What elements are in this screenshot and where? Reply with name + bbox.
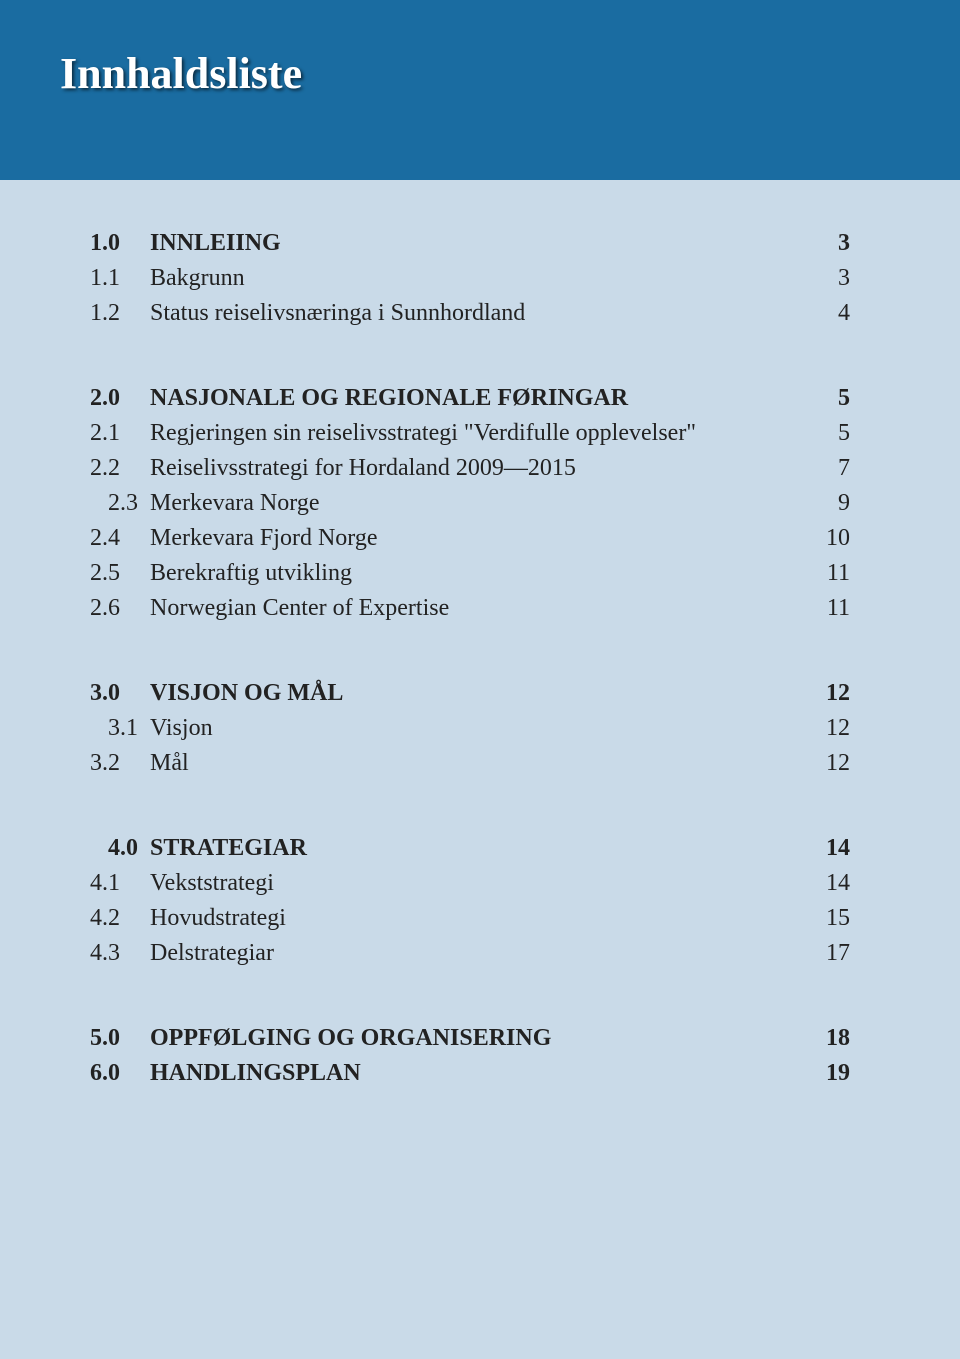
toc-label: VISJON OG MÅL <box>150 680 810 707</box>
toc-num: 4.3 <box>90 940 150 967</box>
toc-page: 11 <box>810 560 850 587</box>
toc-label: NASJONALE OG REGIONALE FØRINGAR <box>150 385 810 412</box>
page-title: Innhaldsliste <box>60 48 960 99</box>
toc-num: 3.2 <box>90 750 150 777</box>
toc-page: 12 <box>810 750 850 777</box>
toc-row: 2.5 Berekraftig utvikling 11 <box>90 560 850 587</box>
toc-row: 4.0 STRATEGIAR 14 <box>90 835 850 862</box>
toc-num: 3.0 <box>90 680 150 707</box>
toc-label: Mål <box>150 750 810 777</box>
toc-page: 14 <box>810 870 850 897</box>
toc-page: 5 <box>810 420 850 447</box>
toc-page: 12 <box>810 715 850 742</box>
toc-label: Status reiselivsnæringa i Sunnhordland <box>150 300 810 327</box>
toc-section-5: 5.0 OPPFØLGING OG ORGANISERING 18 6.0 HA… <box>90 1025 850 1087</box>
toc-row: 4.1 Vekststrategi 14 <box>90 870 850 897</box>
toc-num: 4.1 <box>90 870 150 897</box>
toc-row: 2.2 Reiselivsstrategi for Hordaland 2009… <box>90 455 850 482</box>
toc-num: 6.0 <box>90 1060 150 1087</box>
toc-page: 3 <box>810 230 850 257</box>
toc-num: 4.2 <box>90 905 150 932</box>
toc-num: 2.5 <box>90 560 150 587</box>
toc-label: OPPFØLGING OG ORGANISERING <box>150 1025 810 1052</box>
toc-label: Norwegian Center of Expertise <box>150 595 810 622</box>
toc-num: 2.0 <box>90 385 150 412</box>
toc-row: 2.1 Regjeringen sin reiselivsstrategi "V… <box>90 420 850 447</box>
toc-num: 1.2 <box>90 300 150 327</box>
toc-label: STRATEGIAR <box>150 835 810 862</box>
toc-row: 5.0 OPPFØLGING OG ORGANISERING 18 <box>90 1025 850 1052</box>
toc-label: Berekraftig utvikling <box>150 560 810 587</box>
toc-page: 18 <box>810 1025 850 1052</box>
toc-row: 4.3 Delstrategiar 17 <box>90 940 850 967</box>
toc-row: 3.1 Visjon 12 <box>90 715 850 742</box>
toc-num: 4.0 <box>90 835 150 862</box>
toc-num: 2.6 <box>90 595 150 622</box>
toc-section-1: 1.0 INNLEIING 3 1.1 Bakgrunn 3 1.2 Statu… <box>90 230 850 327</box>
toc-row: 1.2 Status reiselivsnæringa i Sunnhordla… <box>90 300 850 327</box>
toc-num: 5.0 <box>90 1025 150 1052</box>
toc-section-2: 2.0 NASJONALE OG REGIONALE FØRINGAR 5 2.… <box>90 385 850 622</box>
toc-label: HANDLINGSPLAN <box>150 1060 810 1087</box>
toc-section-3: 3.0 VISJON OG MÅL 12 3.1 Visjon 12 3.2 M… <box>90 680 850 777</box>
toc-label: Merkevara Fjord Norge <box>150 525 810 552</box>
toc-page: 15 <box>810 905 850 932</box>
toc-page: 3 <box>810 265 850 292</box>
toc-label: Delstrategiar <box>150 940 810 967</box>
toc-num: 2.1 <box>90 420 150 447</box>
toc-row: 2.3 Merkevara Norge 9 <box>90 490 850 517</box>
toc-label: Bakgrunn <box>150 265 810 292</box>
toc-num: 1.1 <box>90 265 150 292</box>
page-header: Innhaldsliste <box>0 0 960 180</box>
toc-row: 2.0 NASJONALE OG REGIONALE FØRINGAR 5 <box>90 385 850 412</box>
toc-section-4: 4.0 STRATEGIAR 14 4.1 Vekststrategi 14 4… <box>90 835 850 967</box>
toc-row: 2.4 Merkevara Fjord Norge 10 <box>90 525 850 552</box>
toc-content: 1.0 INNLEIING 3 1.1 Bakgrunn 3 1.2 Statu… <box>0 180 960 1087</box>
toc-page: 19 <box>810 1060 850 1087</box>
toc-page: 14 <box>810 835 850 862</box>
toc-row: 3.0 VISJON OG MÅL 12 <box>90 680 850 707</box>
toc-page: 9 <box>810 490 850 517</box>
toc-row: 6.0 HANDLINGSPLAN 19 <box>90 1060 850 1087</box>
toc-label: Regjeringen sin reiselivsstrategi "Verdi… <box>150 420 810 447</box>
toc-num: 3.1 <box>90 715 150 742</box>
toc-page: 11 <box>810 595 850 622</box>
toc-row: 3.2 Mål 12 <box>90 750 850 777</box>
toc-page: 4 <box>810 300 850 327</box>
toc-label: Reiselivsstrategi for Hordaland 2009—201… <box>150 455 810 482</box>
toc-row: 1.1 Bakgrunn 3 <box>90 265 850 292</box>
toc-page: 10 <box>810 525 850 552</box>
toc-num: 2.3 <box>90 490 150 517</box>
toc-row: 2.6 Norwegian Center of Expertise 11 <box>90 595 850 622</box>
toc-page: 12 <box>810 680 850 707</box>
toc-label: Visjon <box>150 715 810 742</box>
toc-num: 2.4 <box>90 525 150 552</box>
toc-row: 1.0 INNLEIING 3 <box>90 230 850 257</box>
toc-page: 17 <box>810 940 850 967</box>
toc-page: 7 <box>810 455 850 482</box>
toc-label: Vekststrategi <box>150 870 810 897</box>
toc-label: Merkevara Norge <box>150 490 810 517</box>
toc-page: 5 <box>810 385 850 412</box>
toc-label: Hovudstrategi <box>150 905 810 932</box>
toc-label: INNLEIING <box>150 230 810 257</box>
toc-num: 1.0 <box>90 230 150 257</box>
toc-row: 4.2 Hovudstrategi 15 <box>90 905 850 932</box>
toc-num: 2.2 <box>90 455 150 482</box>
